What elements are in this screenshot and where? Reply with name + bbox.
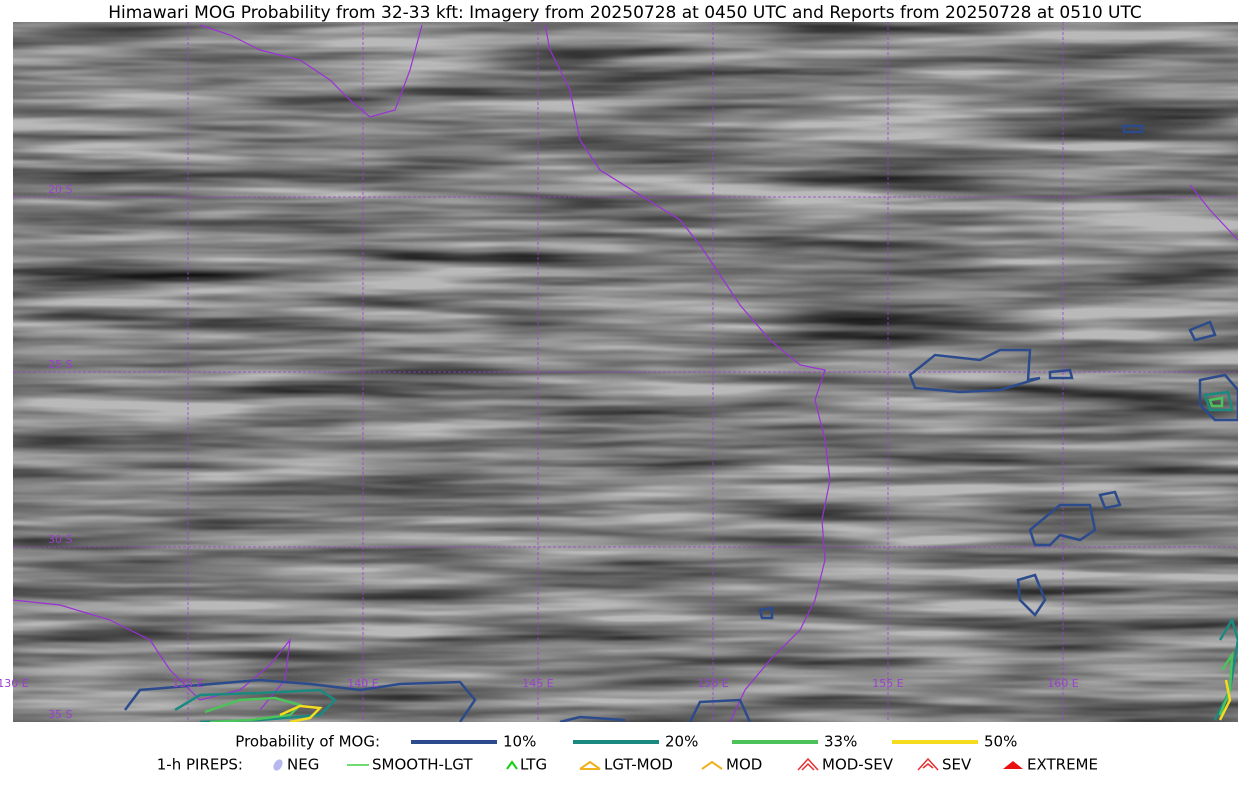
legend-icon <box>797 757 819 771</box>
legend-icon <box>1003 761 1023 769</box>
lat-label: 30 S <box>48 533 72 546</box>
legend-label: LGT-MOD <box>604 756 673 774</box>
lon-label: 150 E <box>697 677 728 690</box>
lon-label: 130 E <box>0 677 29 690</box>
lon-label: 160 E <box>1047 677 1078 690</box>
map <box>13 22 1238 722</box>
legend-label: 50% <box>984 733 1017 751</box>
legend-label: EXTREME <box>1027 756 1098 774</box>
legend-icon <box>273 759 283 771</box>
legend-icon <box>579 760 601 770</box>
legend-label: NEG <box>287 756 319 774</box>
lon-label: 140 E <box>347 677 378 690</box>
contours-10 <box>124 124 1238 722</box>
contours-50 <box>279 679 1232 722</box>
legend-label: MOD <box>726 756 762 774</box>
legend-title: Probability of MOG: <box>235 733 380 751</box>
legend-icon <box>506 760 518 770</box>
graticule-labels: 20 S 25 S 30 S 35 S 130 E 135 E 140 E 145 E 150 … <box>0 183 1079 721</box>
legend-label: SMOOTH-LGT <box>372 756 473 774</box>
legend-label: 20% <box>665 733 698 751</box>
title: Himawari MOG Probability from 32-33 kft:… <box>108 3 1142 23</box>
legend-icon <box>917 757 939 771</box>
lon-label: 145 E <box>522 677 553 690</box>
legend-title: 1-h PIREPS: <box>157 756 243 774</box>
legend: Probability of MOG: 1-h PIREPS: 10% 20% 33… <box>157 733 1098 774</box>
legend-label: MOD-SEV <box>822 756 894 774</box>
lat-label: 35 S <box>48 708 72 721</box>
coastline <box>13 24 1238 722</box>
legend-label: 10% <box>503 733 536 751</box>
lat-label: 20 S <box>48 183 72 196</box>
legend-label: 33% <box>824 733 857 751</box>
legend-label: LTG <box>520 756 547 774</box>
lat-label: 25 S <box>48 358 72 371</box>
lon-label: 155 E <box>872 677 903 690</box>
legend-label: SEV <box>942 756 972 774</box>
legend-icon <box>701 760 723 770</box>
graticule <box>13 22 1238 722</box>
lon-label: 135 E <box>172 677 203 690</box>
